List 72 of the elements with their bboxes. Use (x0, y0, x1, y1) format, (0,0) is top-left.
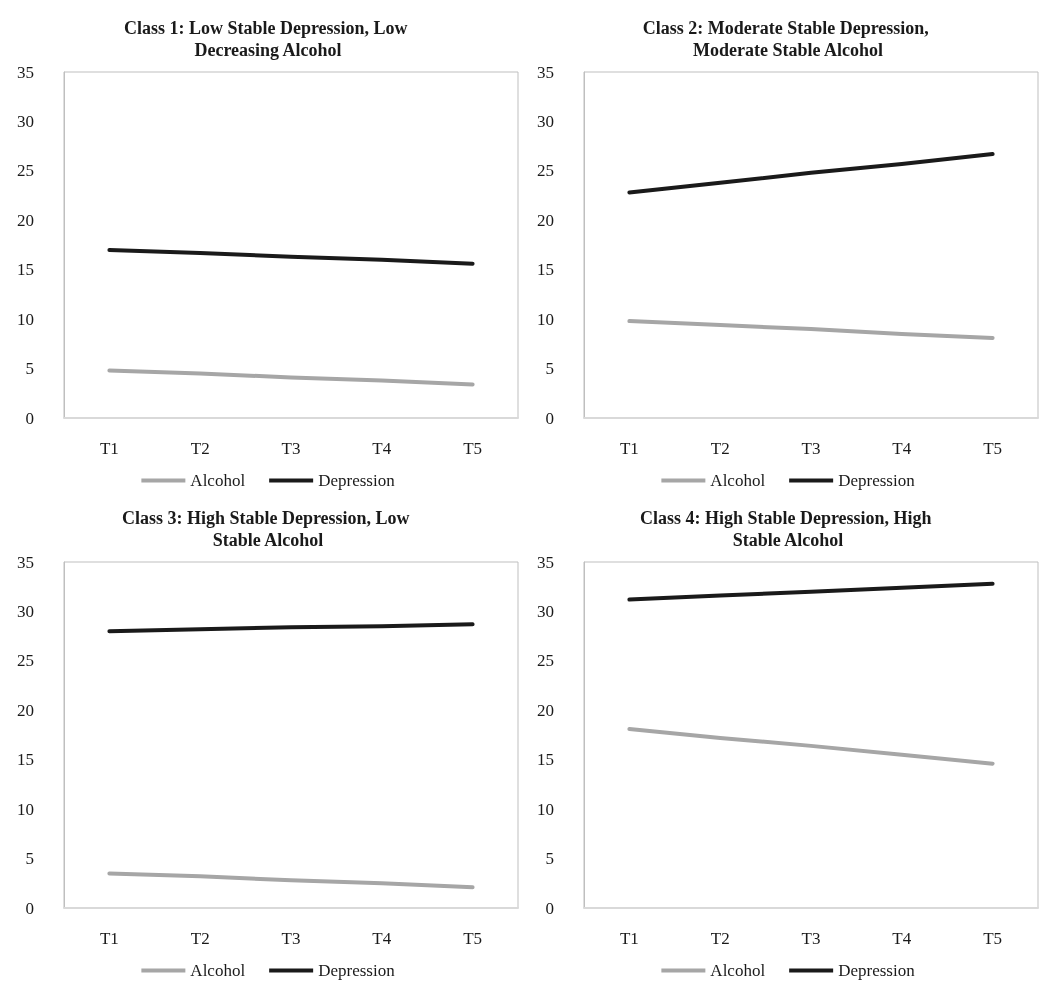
y-tick-label: 25 (17, 651, 34, 671)
line-series (627, 581, 995, 602)
y-tick-label: 30 (17, 601, 34, 621)
y-tick-label: 0 (545, 408, 554, 428)
line-series (107, 871, 475, 890)
line-series (107, 368, 475, 387)
x-tick-label: T1 (99, 929, 119, 948)
x-tick-label: T4 (892, 439, 912, 458)
y-tick-label: 25 (17, 161, 34, 181)
y-tick-label: 25 (537, 161, 554, 181)
y-tick-label: 15 (17, 260, 34, 280)
y-tick-label: 35 (537, 62, 554, 82)
y-tick-label: 35 (17, 552, 34, 572)
y-tick-label: 10 (537, 799, 554, 819)
y-tick-label: 10 (537, 309, 554, 329)
x-tick-label: T4 (892, 929, 912, 948)
x-tick-label: T2 (710, 929, 730, 948)
y-tick-label: 15 (537, 260, 554, 280)
y-tick-label: 25 (537, 651, 554, 671)
y-tick-label: 20 (17, 210, 34, 230)
y-tick-label: 15 (537, 750, 554, 770)
y-tick-label: 20 (17, 700, 34, 720)
x-tick-label: T2 (190, 439, 210, 458)
legend-label: Alcohol (710, 471, 766, 490)
y-tick-label: 30 (17, 111, 34, 131)
x-tick-label: T3 (801, 439, 821, 458)
legend-label: Depression (838, 961, 916, 980)
legend-label: Depression (318, 471, 396, 490)
legend-label: Depression (318, 961, 396, 980)
legend-label: Alcohol (190, 471, 246, 490)
x-tick-label: T5 (463, 929, 483, 948)
line-series (107, 247, 475, 266)
x-tick-label: T3 (801, 929, 821, 948)
x-tick-label: T3 (281, 439, 301, 458)
y-tick-label: 5 (25, 849, 34, 869)
x-tick-label: T4 (372, 439, 392, 458)
y-tick-label: 0 (25, 898, 34, 918)
y-tick-label: 5 (545, 359, 554, 379)
y-tick-label: 0 (25, 408, 34, 428)
x-tick-label: T3 (281, 929, 301, 948)
x-tick-label: T1 (619, 929, 639, 948)
x-tick-label: T1 (619, 439, 639, 458)
y-tick-label: 5 (545, 849, 554, 869)
legend-label: Alcohol (190, 961, 246, 980)
chart-title: Class 4: High Stable Depression, High Stable Alcohol (639, 508, 937, 550)
chart-title: Class 2: Moderate Stable Depression, Moderate Stable Alcohol (642, 18, 934, 60)
y-tick-label: 15 (17, 750, 34, 770)
chart-title: Class 1: Low Stable Depression, Low Decreasing Alcohol (123, 18, 413, 60)
line-series (627, 319, 995, 340)
chart-title: Class 3: High Stable Depression, Low Stable Alcohol (121, 508, 415, 550)
line-series (627, 152, 995, 195)
x-tick-label: T2 (710, 439, 730, 458)
x-tick-label: T4 (372, 929, 392, 948)
y-tick-label: 5 (25, 359, 34, 379)
y-tick-label: 10 (17, 799, 34, 819)
legend-label: Alcohol (710, 961, 766, 980)
y-tick-label: 30 (537, 111, 554, 131)
line-series (107, 622, 475, 634)
x-tick-label: T2 (190, 929, 210, 948)
x-tick-label: T5 (983, 929, 1003, 948)
y-tick-label: 30 (537, 601, 554, 621)
y-tick-label: 35 (537, 552, 554, 572)
y-tick-label: 10 (17, 309, 34, 329)
y-tick-label: 20 (537, 210, 554, 230)
x-tick-label: T5 (983, 439, 1003, 458)
y-tick-label: 20 (537, 700, 554, 720)
line-series (627, 727, 995, 766)
y-tick-label: 35 (17, 62, 34, 82)
y-tick-label: 0 (545, 898, 554, 918)
x-tick-label: T5 (463, 439, 483, 458)
x-tick-label: T1 (99, 439, 119, 458)
legend-label: Depression (838, 471, 916, 490)
